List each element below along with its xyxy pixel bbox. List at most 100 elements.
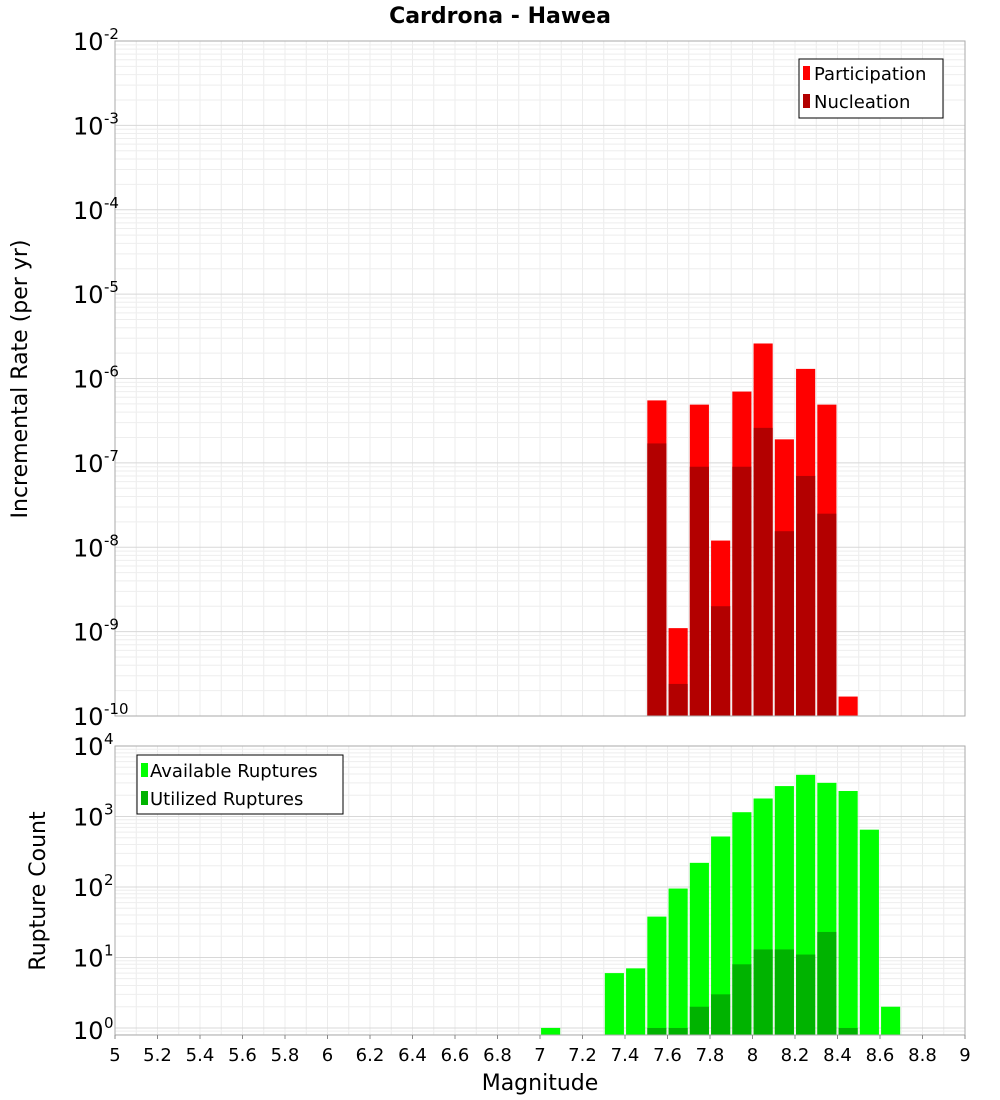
- svg-text:10: 10: [73, 1017, 104, 1045]
- svg-text:10: 10: [73, 874, 104, 902]
- y-tick-label: 10 -6: [73, 363, 119, 394]
- available-ruptures-bar: [838, 790, 858, 1035]
- svg-text:3: 3: [104, 800, 114, 818]
- x-tick-label: 5.6: [228, 1045, 257, 1066]
- svg-text:-3: -3: [104, 109, 119, 127]
- y-tick-label: 10 4: [73, 730, 114, 761]
- nucleation-bar: [753, 427, 773, 716]
- svg-text:10: 10: [73, 733, 104, 761]
- svg-text:10: 10: [73, 281, 104, 309]
- bottom-legend: Available Ruptures Utilized Ruptures: [136, 754, 344, 815]
- y-tick-label: 10 -8: [73, 531, 119, 562]
- utilized-ruptures-bar: [817, 931, 837, 1035]
- available-ruptures-bar: [626, 968, 646, 1035]
- svg-text:10: 10: [73, 803, 104, 831]
- available-ruptures-bar: [668, 888, 688, 1035]
- nucleation-bar: [711, 606, 731, 716]
- utilized-ruptures-bar: [711, 994, 731, 1035]
- x-tick-label: 8.8: [908, 1045, 937, 1066]
- svg-text:10: 10: [73, 450, 104, 478]
- svg-text:1: 1: [104, 941, 114, 959]
- available-ruptures-bar: [604, 973, 624, 1035]
- x-tick-label: 6.4: [398, 1045, 427, 1066]
- y-tick-label: 10 2: [73, 871, 114, 902]
- y-tick-label: 10 -9: [73, 616, 119, 647]
- svg-text:10: 10: [73, 366, 104, 394]
- utilized-ruptures-bar: [668, 1027, 688, 1035]
- x-tick-label: 9: [959, 1045, 970, 1066]
- x-ticks: 5 5.2 5.4 5.6 5.8 6 6.2 6.4 6.6 6.8 7 7.2 7.4 7.6 7.8 8…: [109, 1035, 971, 1066]
- svg-text:-4: -4: [104, 194, 119, 212]
- svg-text:10: 10: [73, 28, 104, 56]
- svg-text:-9: -9: [104, 616, 119, 634]
- x-tick-label: 7.8: [696, 1045, 725, 1066]
- svg-text:10: 10: [73, 703, 104, 731]
- y-tick-label: 10 1: [73, 941, 114, 972]
- x-tick-label: 7.4: [611, 1045, 640, 1066]
- available-ruptures-legend-swatch: [141, 763, 148, 777]
- y-tick-label: 10 -7: [73, 447, 119, 478]
- utilized-ruptures-bar: [753, 949, 773, 1035]
- x-tick-label: 6.8: [483, 1045, 512, 1066]
- x-tick-label: 5.4: [186, 1045, 215, 1066]
- available-ruptures-bar: [881, 1006, 901, 1035]
- svg-text:10: 10: [73, 944, 104, 972]
- utilized-ruptures-bar: [838, 1027, 858, 1035]
- available-ruptures-legend-label: Available Ruptures: [150, 761, 318, 782]
- x-tick-label: 5.2: [143, 1045, 172, 1066]
- svg-text:2: 2: [104, 871, 114, 889]
- available-ruptures-bar: [711, 836, 731, 1035]
- bottom-legend-box: [136, 754, 344, 815]
- svg-text:10: 10: [73, 197, 104, 225]
- available-ruptures-bar: [647, 916, 667, 1035]
- nucleation-bar: [668, 683, 688, 716]
- y-tick-label: 10 3: [73, 800, 114, 831]
- utilized-ruptures-bar: [689, 1006, 709, 1035]
- utilized-ruptures-bar: [774, 949, 794, 1035]
- utilized-ruptures-legend-label: Utilized Ruptures: [150, 789, 303, 810]
- nucleation-bar: [774, 531, 794, 716]
- top-plot-area: [114, 40, 966, 717]
- nucleation-bar: [817, 513, 837, 716]
- participation-legend-label: Participation: [814, 64, 926, 85]
- x-axis-label: Magnitude: [482, 1071, 599, 1096]
- x-tick-label: 6.6: [441, 1045, 470, 1066]
- x-tick-label: 8.4: [823, 1045, 852, 1066]
- svg-text:10: 10: [73, 619, 104, 647]
- y-tick-label: 10 0: [73, 1014, 114, 1045]
- top-legend: Participation Nucleation: [798, 58, 944, 119]
- svg-text:4: 4: [104, 730, 114, 748]
- top-legend-box: [798, 58, 944, 119]
- y-tick-label: 10 -2: [73, 25, 119, 56]
- nucleation-legend-label: Nucleation: [814, 92, 910, 113]
- utilized-ruptures-bar: [796, 954, 816, 1035]
- y-tick-label: 10 -4: [73, 194, 119, 225]
- available-ruptures-bar: [541, 1027, 561, 1035]
- available-ruptures-bar: [859, 829, 879, 1035]
- svg-text:0: 0: [104, 1014, 114, 1032]
- x-tick-label: 6: [322, 1045, 333, 1066]
- x-tick-label: 7.6: [653, 1045, 682, 1066]
- svg-text:10: 10: [73, 534, 104, 562]
- bottom-plot-bars: [541, 774, 901, 1035]
- svg-text:-7: -7: [104, 447, 119, 465]
- x-tick-label: 6.2: [356, 1045, 385, 1066]
- top-y-axis-label: Incremental Rate (per yr): [8, 240, 33, 519]
- y-tick-label: 10 -10: [73, 700, 129, 731]
- x-tick-label: 8.6: [866, 1045, 895, 1066]
- svg-text:10: 10: [73, 112, 104, 140]
- x-tick-label: 8: [747, 1045, 758, 1066]
- available-ruptures-bar: [689, 862, 709, 1035]
- svg-text:-5: -5: [104, 278, 119, 296]
- y-tick-label: 10 -3: [73, 109, 119, 140]
- nucleation-bar: [689, 466, 709, 716]
- x-tick-label: 5.8: [271, 1045, 300, 1066]
- x-tick-label: 7.2: [568, 1045, 597, 1066]
- utilized-ruptures-bar: [732, 964, 752, 1035]
- participation-bar: [838, 696, 858, 716]
- utilized-ruptures-legend-swatch: [141, 791, 148, 805]
- svg-text:-8: -8: [104, 531, 119, 549]
